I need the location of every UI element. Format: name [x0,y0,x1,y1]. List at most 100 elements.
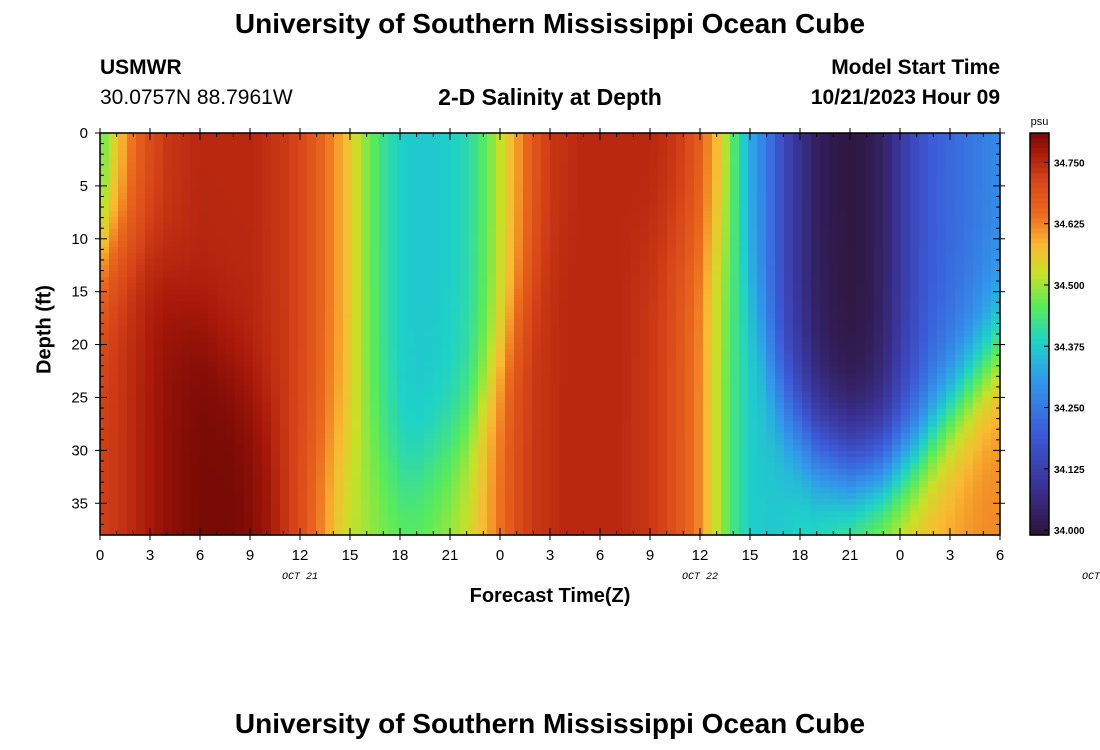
heatmap-cell [712,157,722,164]
heatmap-cell [541,349,551,356]
heatmap-cell [685,385,695,392]
heatmap-cell [226,529,236,536]
heatmap-cell [388,211,398,218]
heatmap-cell [280,133,290,140]
heatmap-cell [280,295,290,302]
heatmap-cell [505,313,515,320]
heatmap-cell [208,211,218,218]
heatmap-cell [172,349,182,356]
heatmap-cell [550,289,560,296]
heatmap-cell [541,307,551,314]
heatmap-cell [730,193,740,200]
heatmap-cell [667,373,677,380]
heatmap-cell [478,277,488,284]
heatmap-cell [631,319,641,326]
heatmap-cell [136,265,146,272]
heatmap-cell [370,259,380,266]
heatmap-cell [586,169,596,176]
heatmap-cell [334,409,344,416]
heatmap-cell [127,325,137,332]
heatmap-cell [136,427,146,434]
heatmap-cell [730,259,740,266]
heatmap-cell [442,361,452,368]
heatmap-cell [748,217,758,224]
heatmap-cell [658,271,668,278]
heatmap-cell [460,343,470,350]
heatmap-cell [253,463,263,470]
heatmap-cell [334,253,344,260]
heatmap-cell [487,511,497,518]
heatmap-cell [667,391,677,398]
heatmap-cell [208,421,218,428]
heatmap-cell [415,151,425,158]
heatmap-cell [253,241,263,248]
heatmap-cell [694,229,704,236]
heatmap-cell [172,253,182,260]
heatmap-cell [163,457,173,464]
heatmap-cell [622,301,632,308]
heatmap-cell [451,157,461,164]
heatmap-cell [748,193,758,200]
heatmap-cell [649,379,659,386]
heatmap-cell [685,283,695,290]
heatmap-cell [379,487,389,494]
heatmap-cell [388,139,398,146]
heatmap-cell [730,307,740,314]
heatmap-cell [226,427,236,434]
heatmap-cell [640,301,650,308]
heatmap-cell [478,181,488,188]
heatmap-cell [586,481,596,488]
heatmap-cell [226,343,236,350]
heatmap-cell [541,325,551,332]
heatmap-cell [136,523,146,530]
heatmap-cell [388,463,398,470]
heatmap-cell [676,259,686,266]
heatmap-cell [631,379,641,386]
heatmap-cell [532,169,542,176]
heatmap-cell [415,175,425,182]
heatmap-cell [352,301,362,308]
heatmap-cell [766,241,776,248]
heatmap-cell [244,475,254,482]
heatmap-cell [595,169,605,176]
heatmap-cell [109,367,119,374]
heatmap-cell [703,301,713,308]
heatmap-cell [577,157,587,164]
heatmap-cell [415,253,425,260]
heatmap-cell [181,349,191,356]
heatmap-cell [217,481,227,488]
heatmap-cell [703,523,713,530]
heatmap-cell [307,385,317,392]
heatmap-cell [739,169,749,176]
heatmap-cell [694,187,704,194]
heatmap-cell [325,433,335,440]
heatmap-cell [298,493,308,500]
heatmap-cell [334,523,344,530]
heatmap-cell [136,463,146,470]
heatmap-cell [541,469,551,476]
heatmap-cell [163,313,173,320]
heatmap-cell [676,151,686,158]
heatmap-cell [388,469,398,476]
heatmap-cell [388,337,398,344]
heatmap-cell [370,199,380,206]
heatmap-cell [109,427,119,434]
heatmap-cell [469,529,479,536]
heatmap-cell [208,187,218,194]
heatmap-cell [649,325,659,332]
heatmap-cell [721,397,731,404]
heatmap-cell [559,235,569,242]
heatmap-cell [739,163,749,170]
heatmap-cell [262,289,272,296]
heatmap-cell [514,325,524,332]
heatmap-cell [190,367,200,374]
heatmap-cell [451,319,461,326]
heatmap-cell [577,493,587,500]
heatmap-cell [397,427,407,434]
heatmap-cell [262,415,272,422]
heatmap-cell [226,445,236,452]
heatmap-cell [631,199,641,206]
heatmap-cell [307,529,317,536]
heatmap-cell [757,265,767,272]
heatmap-cell [631,343,641,350]
